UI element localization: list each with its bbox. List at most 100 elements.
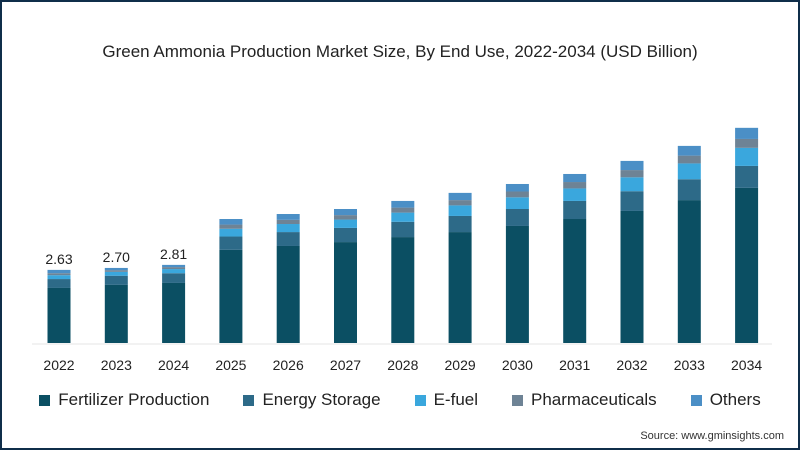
bar-segment-e-fuel bbox=[391, 212, 415, 222]
bar-segment-fertilizer-production bbox=[47, 287, 71, 343]
bar-segment-e-fuel bbox=[334, 219, 357, 228]
bar-segment-energy-storage bbox=[219, 236, 243, 250]
bar-segment-others bbox=[334, 209, 357, 216]
bar-segment-e-fuel bbox=[563, 188, 587, 201]
legend-label: Fertilizer Production bbox=[58, 390, 210, 409]
bar-segment-energy-storage bbox=[505, 209, 529, 226]
bar-segment-fertilizer-production bbox=[735, 187, 759, 343]
bar-segment-fertilizer-production bbox=[505, 225, 529, 343]
bar-segment-others bbox=[448, 192, 472, 201]
x-tick-label: 2024 bbox=[158, 357, 189, 373]
bar-segment-e-fuel bbox=[735, 147, 759, 166]
bar-segment-pharmaceuticals bbox=[276, 219, 300, 225]
x-tick-label: 2034 bbox=[731, 357, 762, 373]
x-tick-label: 2030 bbox=[502, 357, 533, 373]
bar-segment-pharmaceuticals bbox=[448, 200, 472, 206]
bar-segment-e-fuel bbox=[276, 224, 300, 233]
bar-segment-e-fuel bbox=[219, 228, 243, 237]
bar-segment-energy-storage bbox=[104, 275, 128, 285]
legend-item: Pharmaceuticals bbox=[512, 390, 657, 410]
bar-segment-energy-storage bbox=[162, 273, 186, 283]
chart-title: Green Ammonia Production Market Size, By… bbox=[102, 42, 698, 61]
bar-segment-pharmaceuticals bbox=[563, 182, 587, 189]
bar-segment-pharmaceuticals bbox=[162, 267, 186, 270]
x-tick-label: 2027 bbox=[330, 357, 361, 373]
legend-item: Energy Storage bbox=[243, 390, 381, 410]
bar-segment-energy-storage bbox=[563, 200, 587, 220]
bar-segment-pharmaceuticals bbox=[219, 224, 243, 229]
x-tick-label: 2023 bbox=[101, 357, 132, 373]
bar-segment-e-fuel bbox=[104, 271, 128, 276]
bar-segment-others bbox=[47, 269, 71, 274]
bar-segment-pharmaceuticals bbox=[677, 155, 701, 164]
bar-segment-others bbox=[677, 145, 701, 156]
legend-label: E-fuel bbox=[433, 390, 479, 409]
x-tick-label: 2025 bbox=[215, 357, 246, 373]
bar-segment-pharmaceuticals bbox=[47, 273, 71, 276]
legend-swatch bbox=[512, 394, 524, 406]
bar-segment-e-fuel bbox=[448, 205, 472, 216]
bar-segment-fertilizer-production bbox=[391, 237, 415, 343]
bar-segment-pharmaceuticals bbox=[334, 215, 357, 220]
bar-segment-energy-storage bbox=[334, 227, 357, 243]
bar-segment-energy-storage bbox=[448, 215, 472, 233]
bar-segment-energy-storage bbox=[677, 179, 701, 201]
data-label: 2.63 bbox=[45, 251, 72, 267]
x-tick-label: 2033 bbox=[674, 357, 705, 373]
bar-segment-fertilizer-production bbox=[563, 219, 587, 343]
bar-segment-e-fuel bbox=[620, 177, 644, 192]
bar-segment-others bbox=[505, 183, 529, 192]
legend-label: Energy Storage bbox=[262, 390, 381, 409]
x-tick-label: 2028 bbox=[387, 357, 418, 373]
bar-segment-others bbox=[276, 214, 300, 220]
x-tick-label: 2026 bbox=[273, 357, 304, 373]
bar-segment-fertilizer-production bbox=[276, 245, 300, 343]
bar-chart: 2.63 2022 2.70 2023 2.81 2024 2025 2026 2027 2028… bbox=[32, 127, 772, 373]
bar-segment-fertilizer-production bbox=[104, 284, 128, 343]
bar-segment-others bbox=[620, 160, 644, 171]
x-tick-label: 2022 bbox=[43, 357, 74, 373]
legend: Fertilizer Production Energy Storage E-fue… bbox=[2, 390, 798, 410]
bar-segment-others bbox=[391, 200, 415, 208]
bar-segment-e-fuel bbox=[677, 163, 701, 180]
bar-segment-energy-storage bbox=[620, 191, 644, 211]
bar-segment-fertilizer-production bbox=[334, 242, 357, 343]
bar-segment-others bbox=[162, 264, 186, 268]
source-text: Source: www.gminsights.com bbox=[640, 430, 784, 442]
bar-segment-energy-storage bbox=[391, 221, 415, 238]
bar-segment-fertilizer-production bbox=[448, 232, 472, 343]
legend-label: Others bbox=[709, 390, 761, 409]
bar-segment-pharmaceuticals bbox=[735, 138, 759, 148]
bar-segment-e-fuel bbox=[162, 269, 186, 274]
data-label: 2.81 bbox=[160, 246, 187, 262]
legend-label: Pharmaceuticals bbox=[531, 390, 657, 409]
bar-segment-others bbox=[563, 173, 587, 183]
bar-segment-others bbox=[104, 267, 128, 271]
x-tick-label: 2029 bbox=[445, 357, 476, 373]
legend-swatch bbox=[414, 394, 426, 406]
x-tick-label: 2032 bbox=[616, 357, 647, 373]
bar-segment-others bbox=[735, 127, 759, 139]
x-tick-label: 2031 bbox=[559, 357, 590, 373]
legend-item: E-fuel bbox=[414, 390, 479, 410]
bar-segment-energy-storage bbox=[47, 279, 71, 288]
bar-segment-fertilizer-production bbox=[219, 249, 243, 343]
legend-item: Others bbox=[690, 390, 761, 410]
bar-segment-pharmaceuticals bbox=[620, 170, 644, 178]
legend-item: Fertilizer Production bbox=[39, 390, 209, 410]
bar-segment-energy-storage bbox=[276, 232, 300, 246]
bar-segment-pharmaceuticals bbox=[104, 270, 128, 272]
legend-swatch bbox=[690, 394, 702, 406]
bar-segment-e-fuel bbox=[47, 275, 71, 280]
bar-segment-e-fuel bbox=[505, 197, 529, 210]
bar-segment-fertilizer-production bbox=[620, 210, 644, 343]
legend-swatch bbox=[39, 394, 51, 406]
bar-segment-fertilizer-production bbox=[162, 282, 186, 343]
bar-segment-pharmaceuticals bbox=[391, 207, 415, 213]
bar-segment-others bbox=[219, 219, 243, 225]
data-label: 2.70 bbox=[103, 249, 130, 265]
legend-swatch bbox=[243, 394, 255, 406]
bar-segment-fertilizer-production bbox=[677, 200, 701, 343]
bar-segment-pharmaceuticals bbox=[505, 191, 529, 198]
